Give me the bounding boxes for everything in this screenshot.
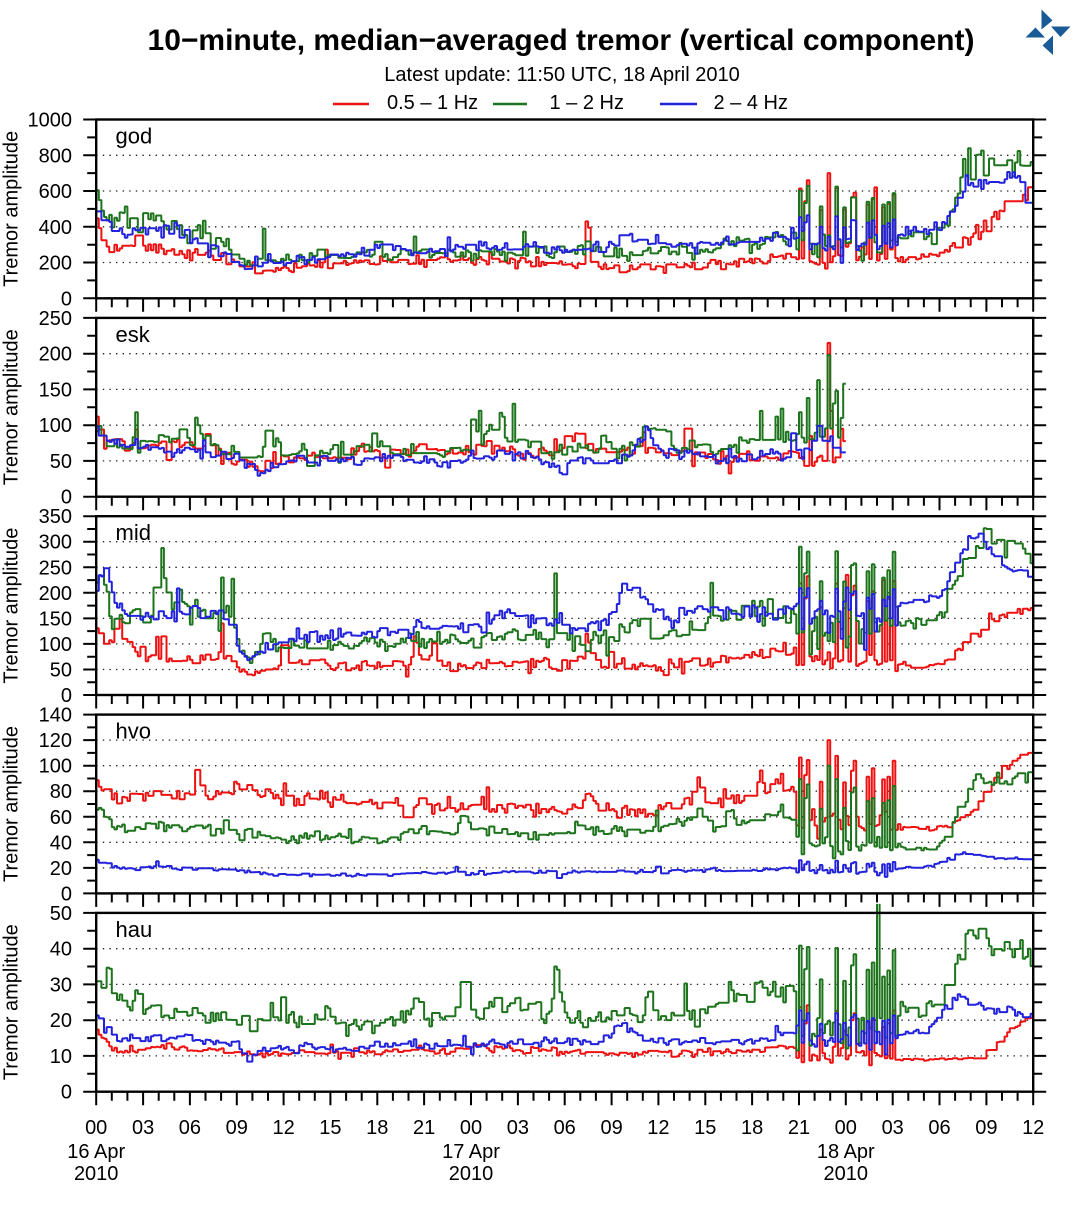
svg-text:40: 40	[50, 939, 72, 961]
svg-text:300: 300	[39, 532, 72, 554]
svg-text:0: 0	[61, 487, 72, 509]
svg-text:0: 0	[61, 685, 72, 707]
svg-text:00: 00	[835, 1117, 857, 1139]
svg-text:200: 200	[39, 253, 72, 275]
svg-text:400: 400	[39, 217, 72, 239]
svg-text:00: 00	[460, 1117, 482, 1139]
svg-text:2010: 2010	[824, 1163, 869, 1185]
svg-text:250: 250	[39, 557, 72, 579]
svg-text:2010: 2010	[74, 1163, 119, 1185]
svg-text:17 Apr: 17 Apr	[442, 1141, 500, 1163]
svg-text:03: 03	[507, 1117, 529, 1139]
svg-text:12: 12	[272, 1117, 294, 1139]
svg-text:12: 12	[647, 1117, 669, 1139]
svg-text:03: 03	[132, 1117, 154, 1139]
svg-text:Tremor amplitude: Tremor amplitude	[1, 924, 23, 1080]
svg-text:Tremor amplitude: Tremor amplitude	[1, 329, 23, 485]
svg-text:20: 20	[50, 858, 72, 880]
svg-text:0: 0	[61, 883, 72, 905]
svg-text:10−minute, median−averaged tre: 10−minute, median−averaged tremor (verti…	[148, 24, 975, 57]
svg-text:esk: esk	[116, 322, 151, 347]
svg-text:100: 100	[39, 756, 72, 778]
svg-text:10: 10	[50, 1046, 72, 1068]
svg-text:Tremor amplitude: Tremor amplitude	[1, 131, 23, 287]
svg-text:800: 800	[39, 145, 72, 167]
svg-text:600: 600	[39, 181, 72, 203]
svg-text:50: 50	[50, 451, 72, 473]
svg-text:140: 140	[39, 705, 72, 727]
svg-text:100: 100	[39, 634, 72, 656]
svg-text:120: 120	[39, 730, 72, 752]
svg-text:03: 03	[882, 1117, 904, 1139]
svg-text:50: 50	[50, 660, 72, 682]
svg-text:100: 100	[39, 415, 72, 437]
svg-text:06: 06	[179, 1117, 201, 1139]
svg-text:200: 200	[39, 583, 72, 605]
svg-text:150: 150	[39, 608, 72, 630]
svg-text:18: 18	[366, 1117, 388, 1139]
svg-text:09: 09	[226, 1117, 248, 1139]
svg-text:15: 15	[694, 1117, 716, 1139]
svg-text:0.5 – 1 Hz: 0.5 – 1 Hz	[387, 92, 478, 114]
svg-text:15: 15	[319, 1117, 341, 1139]
svg-text:60: 60	[50, 807, 72, 829]
svg-text:09: 09	[975, 1117, 997, 1139]
svg-text:Tremor amplitude: Tremor amplitude	[1, 726, 23, 882]
svg-text:350: 350	[39, 506, 72, 528]
svg-text:1000: 1000	[28, 110, 73, 132]
svg-text:god: god	[116, 124, 153, 149]
svg-text:00: 00	[85, 1117, 107, 1139]
svg-text:16 Apr: 16 Apr	[67, 1141, 125, 1163]
svg-text:80: 80	[50, 781, 72, 803]
svg-text:40: 40	[50, 832, 72, 854]
svg-text:2010: 2010	[449, 1163, 494, 1185]
svg-text:12: 12	[1022, 1117, 1044, 1139]
svg-text:20: 20	[50, 1010, 72, 1032]
svg-text:18: 18	[741, 1117, 763, 1139]
svg-text:Latest update: 11:50 UTC, 18 A: Latest update: 11:50 UTC, 18 April 2010	[384, 64, 739, 86]
svg-text:hvo: hvo	[116, 719, 151, 744]
svg-text:18 Apr: 18 Apr	[817, 1141, 875, 1163]
svg-text:mid: mid	[116, 520, 151, 545]
svg-text:30: 30	[50, 974, 72, 996]
svg-text:250: 250	[39, 308, 72, 330]
svg-text:0: 0	[61, 288, 72, 310]
svg-text:1 – 2 Hz: 1 – 2 Hz	[550, 92, 624, 114]
svg-text:hau: hau	[116, 917, 153, 942]
svg-text:21: 21	[788, 1117, 810, 1139]
svg-text:06: 06	[554, 1117, 576, 1139]
svg-text:09: 09	[600, 1117, 622, 1139]
svg-text:50: 50	[50, 903, 72, 925]
svg-text:2 – 4 Hz: 2 – 4 Hz	[714, 92, 788, 114]
svg-text:Tremor amplitude: Tremor amplitude	[1, 528, 23, 684]
svg-text:21: 21	[413, 1117, 435, 1139]
svg-text:150: 150	[39, 379, 72, 401]
svg-text:0: 0	[61, 1082, 72, 1104]
svg-text:06: 06	[928, 1117, 950, 1139]
svg-text:200: 200	[39, 344, 72, 366]
